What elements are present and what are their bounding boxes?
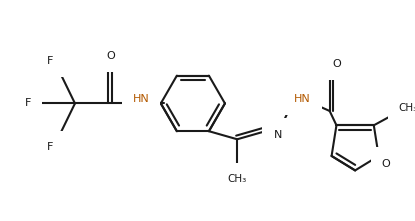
Text: HN: HN xyxy=(133,94,149,104)
Text: CH₃: CH₃ xyxy=(398,103,415,113)
Text: O: O xyxy=(382,158,391,169)
Text: F: F xyxy=(47,142,54,152)
Text: O: O xyxy=(333,59,342,69)
Text: O: O xyxy=(106,51,115,61)
Text: N: N xyxy=(273,130,282,139)
Text: F: F xyxy=(47,56,54,66)
Text: CH₃: CH₃ xyxy=(227,174,247,184)
Text: F: F xyxy=(24,98,31,109)
Text: HN: HN xyxy=(294,94,311,104)
